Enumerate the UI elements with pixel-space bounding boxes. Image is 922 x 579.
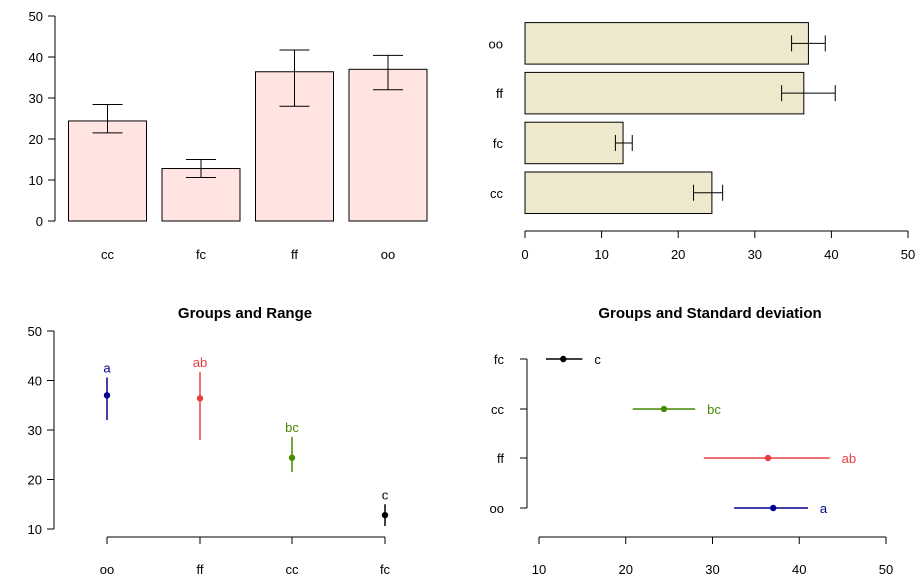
panel2-bar (524, 22, 809, 65)
panel1-y-tick-label: 50 (29, 9, 43, 24)
panel4-group-label: a (820, 501, 828, 516)
panel3-range-plot: 10 20 30 40 50 oo a ff ab cc bc fc c (28, 324, 391, 577)
panel3-x-tick-label: cc (286, 562, 300, 577)
panel1-y-tick-label: 20 (29, 132, 43, 147)
panel4-point (764, 454, 772, 462)
panel3-group-label: a (103, 361, 111, 376)
panel1-y-tick-label: 10 (29, 173, 43, 188)
panel3-y-tick-label: 10 (28, 522, 42, 537)
panel4-x-tick-label: 30 (705, 562, 719, 577)
panel2-bar (524, 121, 624, 165)
panel4-y-tick-label: oo (490, 501, 504, 516)
panel4-group-label: ab (842, 451, 856, 466)
panel4-y-tick-label: ff (497, 451, 504, 466)
panel1-vertical-bar-chart: 0 10 20 30 40 50 cc fc ff oo (29, 9, 428, 262)
panel3-point (196, 395, 204, 402)
panel4-title: Groups and Standard deviation (598, 305, 821, 322)
panel4-x-tick-label: 20 (619, 562, 633, 577)
panel1-x-tick-label: fc (196, 247, 207, 262)
panel2-horizontal-bar-chart: 0 10 20 30 40 50 cc fc ff oo (489, 22, 915, 262)
panel3-y-tick-label: 40 (28, 374, 42, 389)
panel4-group-label: c (594, 352, 601, 367)
panel3-y-tick-label: 30 (28, 423, 42, 438)
panel4-y-tick-label: fc (494, 352, 505, 367)
panel2-x-tick-label: 40 (824, 247, 838, 262)
panel1-x-tick-label: cc (101, 247, 115, 262)
panel1-y-tick-label: 0 (36, 214, 43, 229)
panel3-group-label: c (382, 487, 389, 502)
panel1-y-tick-label: 40 (29, 50, 43, 65)
panel3-point (103, 392, 111, 399)
panel3-x-tick-label: fc (380, 562, 391, 577)
panel3-y-tick-label: 50 (28, 324, 42, 339)
panel3-title: Groups and Range (178, 305, 312, 322)
panel4-x-tick-label: 10 (532, 562, 546, 577)
panel4-x-tick-label: 50 (879, 562, 893, 577)
panel1-x-tick-label: ff (291, 247, 298, 262)
panel4-y-tick-label: cc (491, 402, 505, 417)
panel4-point (560, 355, 567, 363)
panel2-x-tick-label: 20 (671, 247, 685, 262)
panel2-x-tick-label: 10 (594, 247, 608, 262)
panel3-point (381, 511, 389, 519)
panel2-x-tick-label: 30 (748, 247, 762, 262)
panel2-y-tick-label: fc (493, 136, 504, 151)
panel1-x-tick-label: oo (381, 247, 395, 262)
panel4-group-label: bc (707, 402, 721, 417)
panel1-y-tick-label: 30 (29, 91, 43, 106)
panel3-group-label: bc (285, 420, 299, 435)
panel3-group-label: ab (193, 355, 207, 370)
panel3-x-tick-label: ff (197, 562, 204, 577)
panel4-point (770, 504, 777, 512)
panel2-y-tick-label: oo (489, 36, 503, 51)
panel2-x-tick-label: 50 (901, 247, 915, 262)
panel1-bar (348, 68, 428, 222)
panel1-bar (68, 120, 147, 222)
panel2-y-tick-label: ff (496, 86, 503, 101)
panel2-y-tick-label: cc (490, 186, 504, 201)
panel2-x-tick-label: 0 (521, 247, 528, 262)
panel3-x-tick-label: oo (100, 562, 114, 577)
panel4-x-tick-label: 40 (792, 562, 806, 577)
panel3-y-tick-label: 20 (28, 473, 42, 488)
panel3-point (288, 454, 296, 461)
panel2-bar (524, 171, 713, 214)
panel2-bar (524, 71, 805, 115)
panel4-point (660, 405, 668, 413)
